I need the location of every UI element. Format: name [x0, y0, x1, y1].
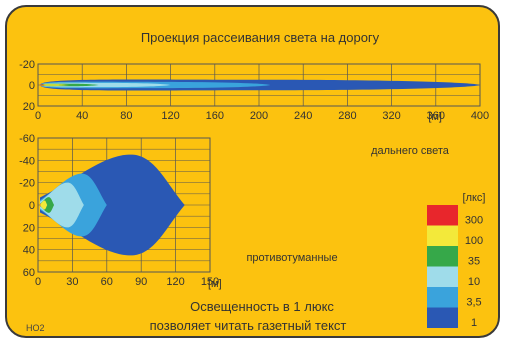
y-tick-label: -60	[19, 133, 35, 145]
y-tick-label: 0	[29, 80, 35, 92]
note-line-2: позволяет читать газетный текст	[150, 318, 347, 333]
legend-label: 100	[465, 235, 483, 247]
x-tick-label: 150	[201, 276, 219, 288]
legend-label: 3,5	[466, 297, 481, 309]
y-tick-label: 40	[23, 245, 35, 257]
legend-swatch	[427, 246, 458, 267]
y-tick-label: 0	[29, 200, 35, 212]
x-tick-label: 320	[382, 110, 400, 122]
lux-legend: [лкс] 300 100 35 10 3,5 1	[427, 192, 485, 329]
fog-lights-zones	[40, 154, 185, 256]
y-tick-label: -20	[19, 178, 35, 190]
legend-label: 300	[465, 215, 483, 227]
isolux-zone-100	[40, 84, 69, 86]
legend-label: 35	[468, 256, 480, 268]
corner-tag: НО2	[26, 323, 45, 333]
fog-lights-label: противотуманные	[246, 252, 337, 264]
x-tick-label: 30	[66, 276, 78, 288]
legend-label: 10	[468, 276, 480, 288]
fog-lights-x-ticks: 0 30 60 90 120 150	[35, 276, 219, 288]
x-tick-label: 120	[166, 276, 184, 288]
fog-lights-unit: [м]	[208, 278, 222, 290]
x-tick-label: 0	[35, 110, 41, 122]
x-tick-label: 90	[135, 276, 147, 288]
high-beam-x-ticks: 0 40 80 120 160 200 240 280 320 360 400	[35, 110, 489, 122]
fog-lights-axes-frame	[37, 137, 211, 273]
figure-title: Проекция рассеивания света на дорогу	[141, 30, 380, 45]
high-beam-y-ticks: -20 0 20	[19, 59, 35, 113]
x-tick-label: 0	[35, 276, 41, 288]
y-tick-label: -40	[19, 155, 35, 167]
x-tick-label: 60	[101, 276, 113, 288]
y-tick-label: -20	[19, 59, 35, 71]
y-tick-label: 20	[23, 101, 35, 113]
high-beam-axes-frame	[37, 63, 481, 107]
x-tick-label: 360	[427, 110, 445, 122]
legend-unit: [лкс]	[463, 192, 486, 204]
legend-swatch	[427, 266, 458, 287]
high-beam-label: дальнего света	[371, 145, 450, 157]
fog-lights-y-ticks: -60 -40 -20 0 20 40 60	[19, 133, 35, 279]
high-beam-zones	[40, 79, 480, 91]
x-tick-label: 240	[294, 110, 312, 122]
high-beam-unit: [м]	[428, 111, 442, 123]
x-tick-label: 160	[206, 110, 224, 122]
legend-swatch	[427, 307, 458, 328]
isolux-zone-10	[40, 182, 84, 228]
note-line-1: Освещенность в 1 люкс	[190, 299, 334, 314]
isolux-zone-300	[40, 84, 47, 86]
y-tick-label: 60	[23, 267, 35, 279]
isolux-zone-100	[40, 200, 48, 210]
legend-swatch	[427, 205, 458, 226]
x-tick-label: 120	[161, 110, 179, 122]
legend-swatch	[427, 287, 458, 308]
x-tick-label: 280	[338, 110, 356, 122]
legend-label: 1	[471, 317, 477, 329]
x-tick-label: 80	[120, 110, 132, 122]
legend-swatch	[427, 225, 458, 246]
fog-lights-chart: 0 30 60 90 120 150 -60 -40 -20 0 20 40 60 [м] проти…	[19, 133, 337, 290]
x-tick-label: 40	[76, 110, 88, 122]
y-tick-label: 20	[23, 222, 35, 234]
x-tick-label: 400	[471, 110, 489, 122]
x-tick-label: 200	[250, 110, 268, 122]
